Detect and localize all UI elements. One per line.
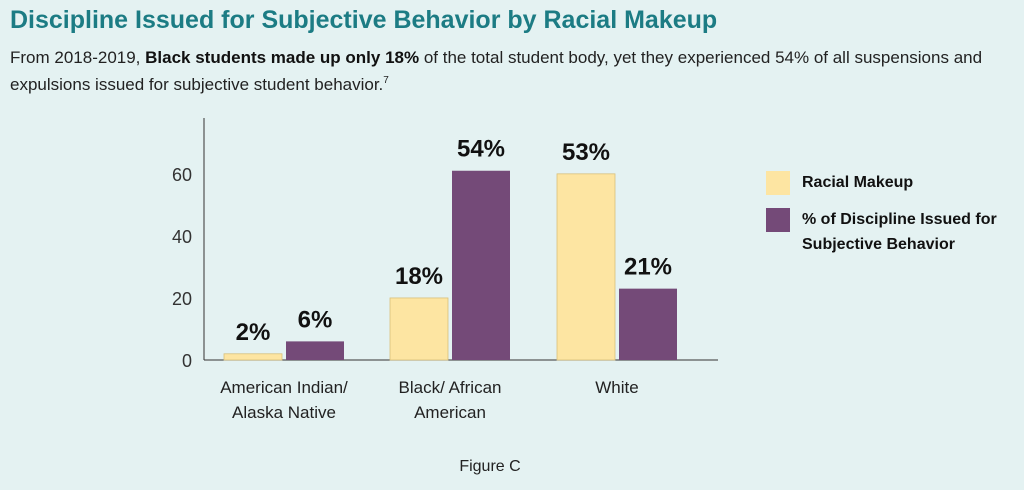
bar-0-0 <box>223 353 283 361</box>
bar-0-1 <box>286 341 344 360</box>
x-tick-label-0-1: Alaska Native <box>232 403 336 422</box>
bar-1-0 <box>389 297 449 361</box>
bar-2-1 <box>619 288 677 360</box>
bar-1-1 <box>452 170 510 360</box>
subtitle-bold: Black students made up only 18% <box>145 48 420 67</box>
data-label-0-1: 6% <box>298 306 333 333</box>
x-tick-label-2-0: White <box>595 378 638 397</box>
bar-2-0 <box>556 173 616 361</box>
data-label-2-1: 21% <box>624 254 672 281</box>
figure-caption: Figure C <box>459 458 521 475</box>
legend-label-racial-makeup: Racial Makeup <box>802 174 914 191</box>
y-tick-label-0: 0 <box>182 351 192 371</box>
y-tick-label-60: 60 <box>172 165 192 185</box>
y-tick-label-40: 40 <box>172 227 192 247</box>
legend-label-discipline: % of Discipline Issued for Subjective Be… <box>802 211 997 253</box>
legend-item-racial-makeup: Racial Makeup <box>766 170 1024 195</box>
subtitle-prefix: From 2018-2019, <box>10 48 146 67</box>
chart-subtitle: From 2018-2019, Black students made up o… <box>10 44 1000 98</box>
data-label-1-1: 54% <box>457 136 505 163</box>
x-tick-label-1-0: Black/ African <box>399 378 502 397</box>
x-tick-label-1-1: American <box>414 403 486 422</box>
legend-swatch-racial-makeup <box>766 171 790 195</box>
data-label-2-0: 53% <box>562 139 610 166</box>
data-label-0-0: 2% <box>236 319 271 346</box>
subtitle-suffix: of the total student body, yet they expe… <box>10 48 983 94</box>
footnote-marker: 7 <box>383 75 389 86</box>
chart-legend: Racial Makeup % of Discipline Issued for… <box>766 170 1024 269</box>
x-tick-label-0-0: American Indian/ <box>220 378 348 397</box>
chart-title: Discipline Issued for Subjective Behavio… <box>10 6 718 34</box>
legend-item-discipline: % of Discipline Issued for Subjective Be… <box>766 207 1024 257</box>
data-label-1-0: 18% <box>395 263 443 290</box>
legend-swatch-discipline <box>766 208 790 232</box>
y-tick-label-20: 20 <box>172 289 192 309</box>
